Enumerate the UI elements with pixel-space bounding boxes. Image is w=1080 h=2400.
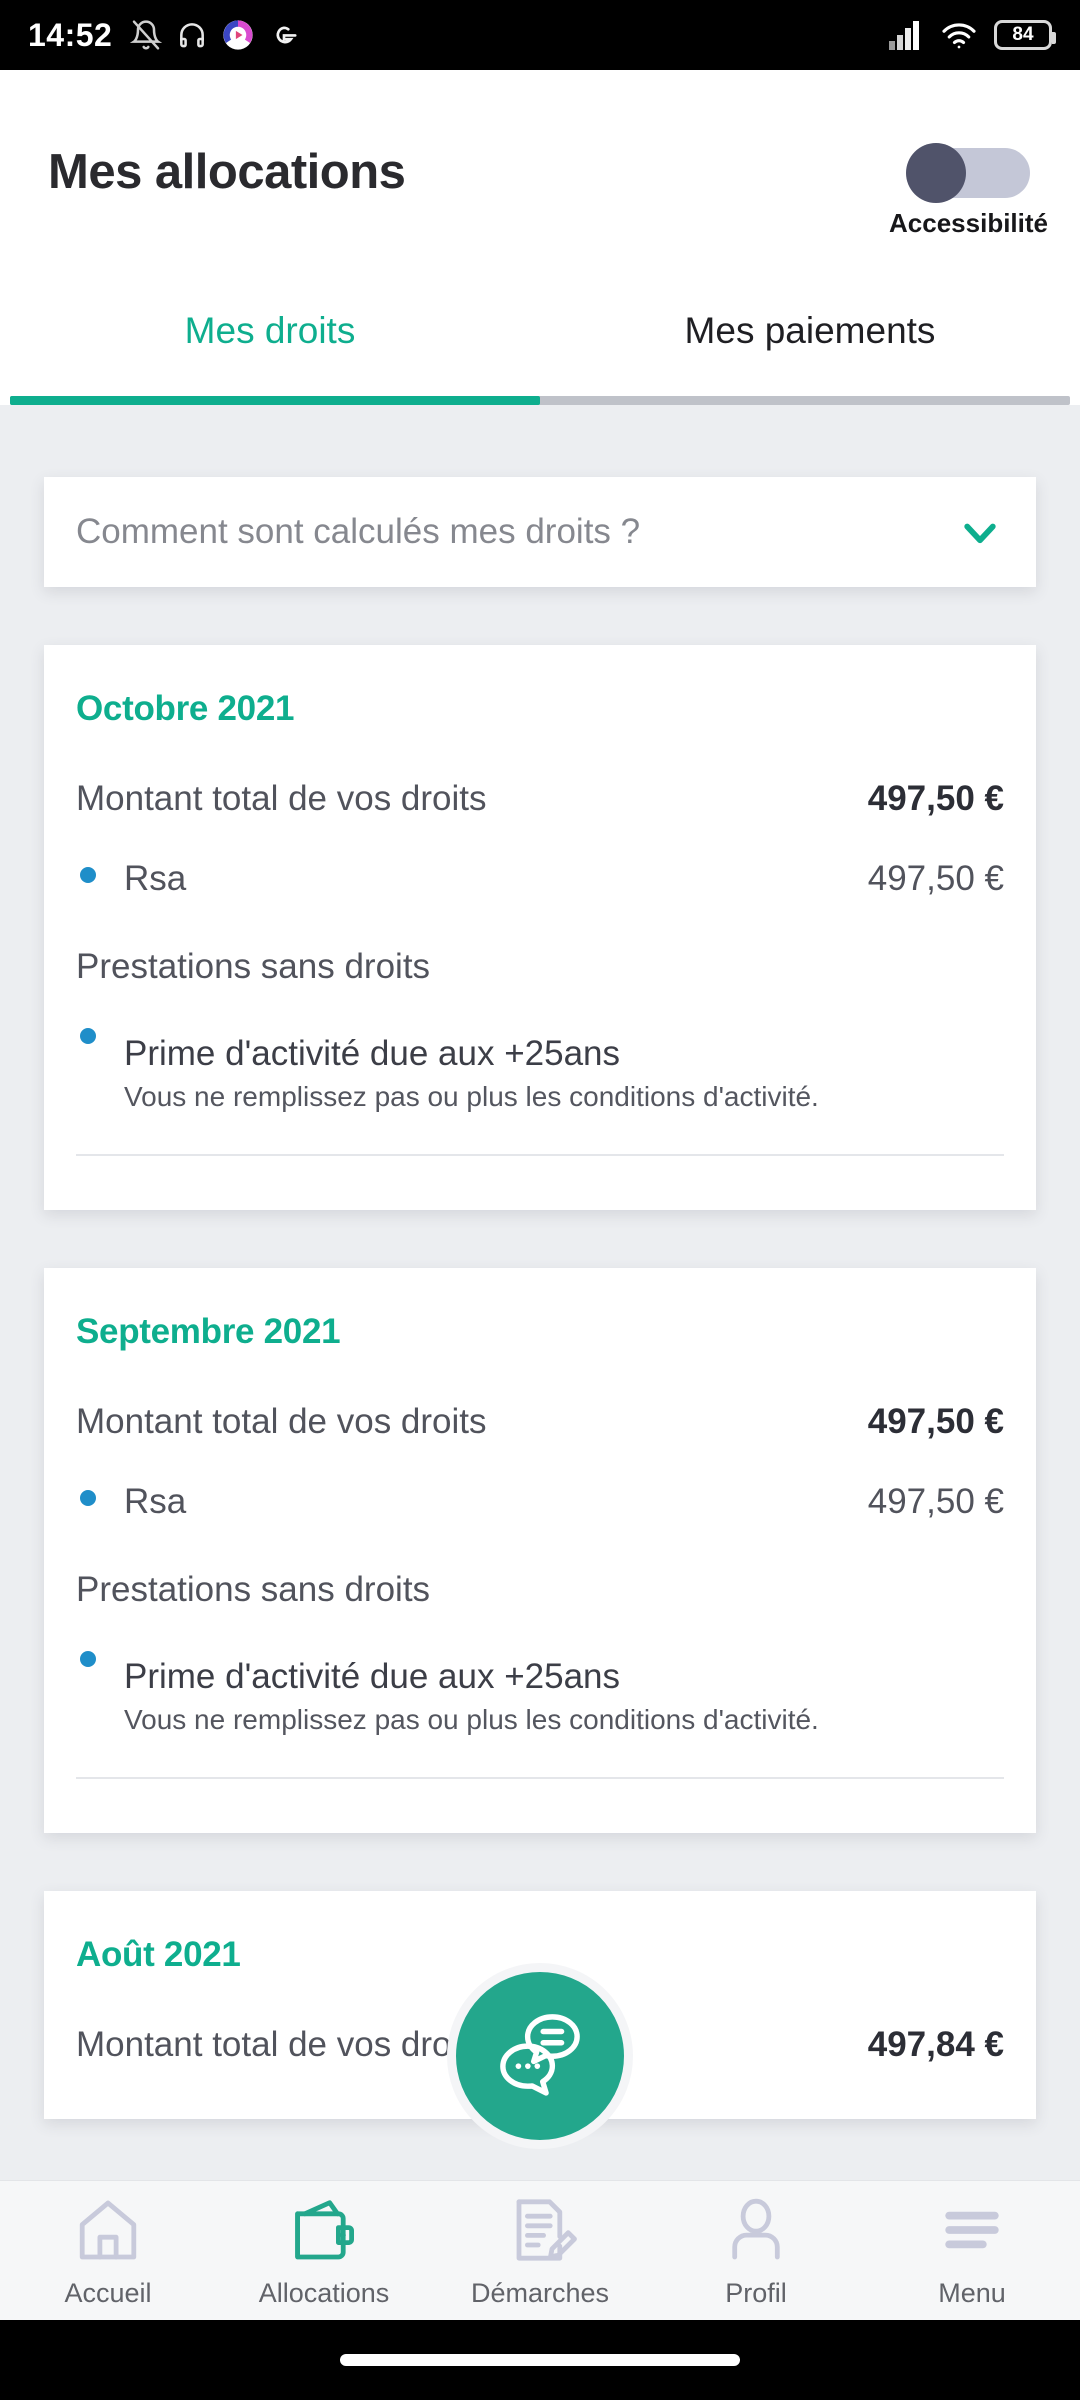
total-row: Montant total de vos droits 497,50 € <box>76 779 1004 819</box>
nav-label-accueil: Accueil <box>64 2278 152 2308</box>
card-divider <box>76 1776 1004 1779</box>
nav-item-menu[interactable]: Menu <box>864 2192 1080 2309</box>
benefit-label: Rsa <box>124 859 187 898</box>
accordion-comment-calcules[interactable]: Comment sont calculés mes droits ? <box>44 477 1036 587</box>
battery-icon: 84 <box>994 20 1056 50</box>
page-title: Mes allocations <box>48 145 406 199</box>
benefit-row: Rsa 497,50 € <box>76 859 1004 899</box>
tab-mes-droits-label: Mes droits <box>184 310 356 351</box>
status-bar-notification-icons <box>130 19 300 51</box>
nav-label-profil: Profil <box>725 2278 787 2308</box>
bullet-dot-icon <box>80 1650 96 1667</box>
wallet-icon <box>287 2192 361 2266</box>
app-header: Mes allocations Accessibilité <box>0 70 1080 270</box>
nav-item-accueil[interactable]: Accueil <box>0 2192 216 2309</box>
chevron-down-icon[interactable] <box>958 510 1002 554</box>
total-label: Montant total de vos droits <box>76 779 487 818</box>
droits-scroll-area[interactable]: Comment sont calculés mes droits ? Octob… <box>0 405 1080 2220</box>
total-row: Montant total de vos droits 497,84 € <box>76 2025 1004 2065</box>
android-gesture-bar[interactable] <box>0 2320 1080 2400</box>
tab-indicator-active <box>10 396 540 405</box>
media-play-icon <box>222 19 254 51</box>
no-rights-heading: Prestations sans droits <box>76 1569 431 1609</box>
tab-mes-paiements[interactable]: Mes paiements <box>540 270 1080 406</box>
bottom-navigation: Accueil Allocations <box>0 2180 1080 2320</box>
tab-mes-droits[interactable]: Mes droits <box>0 270 540 406</box>
total-label: Montant total de vos droits <box>76 1401 487 1441</box>
tab-bar: Mes droits Mes paiements <box>0 270 1080 406</box>
benefit-label: Rsa <box>124 1481 187 1521</box>
chat-fab-button[interactable] <box>447 1963 633 2149</box>
person-icon <box>719 2192 793 2266</box>
accordion-label: Comment sont calculés mes droits ? <box>76 512 641 551</box>
month-title: Août 2021 <box>76 1934 241 1974</box>
benefit-row: Rsa 497,50 € <box>76 1482 1004 1522</box>
accessibility-toggle[interactable] <box>905 143 1030 203</box>
total-value: 497,50 € <box>867 779 1004 818</box>
status-bar-system-icons: 84 <box>888 20 1056 50</box>
bell-mute-icon <box>130 19 163 51</box>
google-g-icon <box>268 19 300 51</box>
total-label: Montant total de vos droits <box>76 2024 487 2064</box>
month-card-septembre[interactable]: Septembre 2021 Montant total de vos droi… <box>44 1267 1036 1833</box>
nav-item-demarches[interactable]: Démarches <box>432 2192 648 2309</box>
tab-mes-paiements-label: Mes paiements <box>684 310 936 351</box>
total-value: 497,50 € <box>867 1401 1004 1441</box>
month-title: Septembre 2021 <box>76 1311 341 1351</box>
tab-indicator-track <box>10 396 1070 405</box>
benefit-value: 497,50 € <box>867 859 1004 898</box>
nav-item-profil[interactable]: Profil <box>648 2192 864 2309</box>
battery-level-text: 84 <box>1012 24 1034 45</box>
bullet-dot-icon <box>80 867 96 883</box>
no-rights-heading: Prestations sans droits <box>76 947 431 986</box>
total-row: Montant total de vos droits 497,50 € <box>76 1402 1004 1442</box>
nav-label-menu: Menu <box>938 2278 1006 2308</box>
status-bar-clock: 14:52 <box>28 16 113 53</box>
no-right-item: Prime d'activité due aux +25ans Vous ne … <box>76 1650 1004 1737</box>
headphones-icon <box>176 19 208 51</box>
month-card-octobre[interactable]: Octobre 2021 Montant total de vos droits… <box>44 645 1036 1210</box>
status-bar: 14:52 <box>0 0 1080 70</box>
accessibility-label: Accessibilité <box>889 208 1048 238</box>
toggle-knob <box>905 143 966 203</box>
bullet-dot-icon <box>80 1028 96 1044</box>
no-right-description: Vous ne remplissez pas ou plus les condi… <box>124 1703 819 1735</box>
card-footer-space <box>76 1779 1004 1833</box>
nav-label-allocations: Allocations <box>258 2278 390 2308</box>
month-title: Octobre 2021 <box>76 689 295 728</box>
accessibility-control[interactable]: Accessibilité <box>889 143 1048 239</box>
document-pencil-icon <box>503 2192 577 2266</box>
nav-item-allocations[interactable]: Allocations <box>216 2192 432 2309</box>
total-value: 497,84 € <box>867 2024 1004 2064</box>
no-right-title: Prime d'activité due aux +25ans <box>124 1656 620 1696</box>
signal-bars-icon <box>888 20 924 50</box>
bullet-dot-icon <box>80 1489 96 1506</box>
benefit-value: 497,50 € <box>867 1481 1004 1521</box>
no-right-description: Vous ne remplissez pas ou plus les condi… <box>124 1080 819 1112</box>
gesture-handle[interactable] <box>340 2354 740 2366</box>
no-right-title: Prime d'activité due aux +25ans <box>124 1034 620 1073</box>
card-divider <box>76 1153 1004 1156</box>
chat-bubbles-icon <box>486 2000 594 2113</box>
hamburger-menu-icon <box>935 2192 1009 2266</box>
home-icon <box>71 2192 145 2266</box>
nav-label-demarches: Démarches <box>470 2278 610 2308</box>
wifi-icon <box>940 20 978 50</box>
card-footer-space <box>76 1156 1004 1210</box>
no-right-item: Prime d'activité due aux +25ans Vous ne … <box>76 1028 1004 1114</box>
